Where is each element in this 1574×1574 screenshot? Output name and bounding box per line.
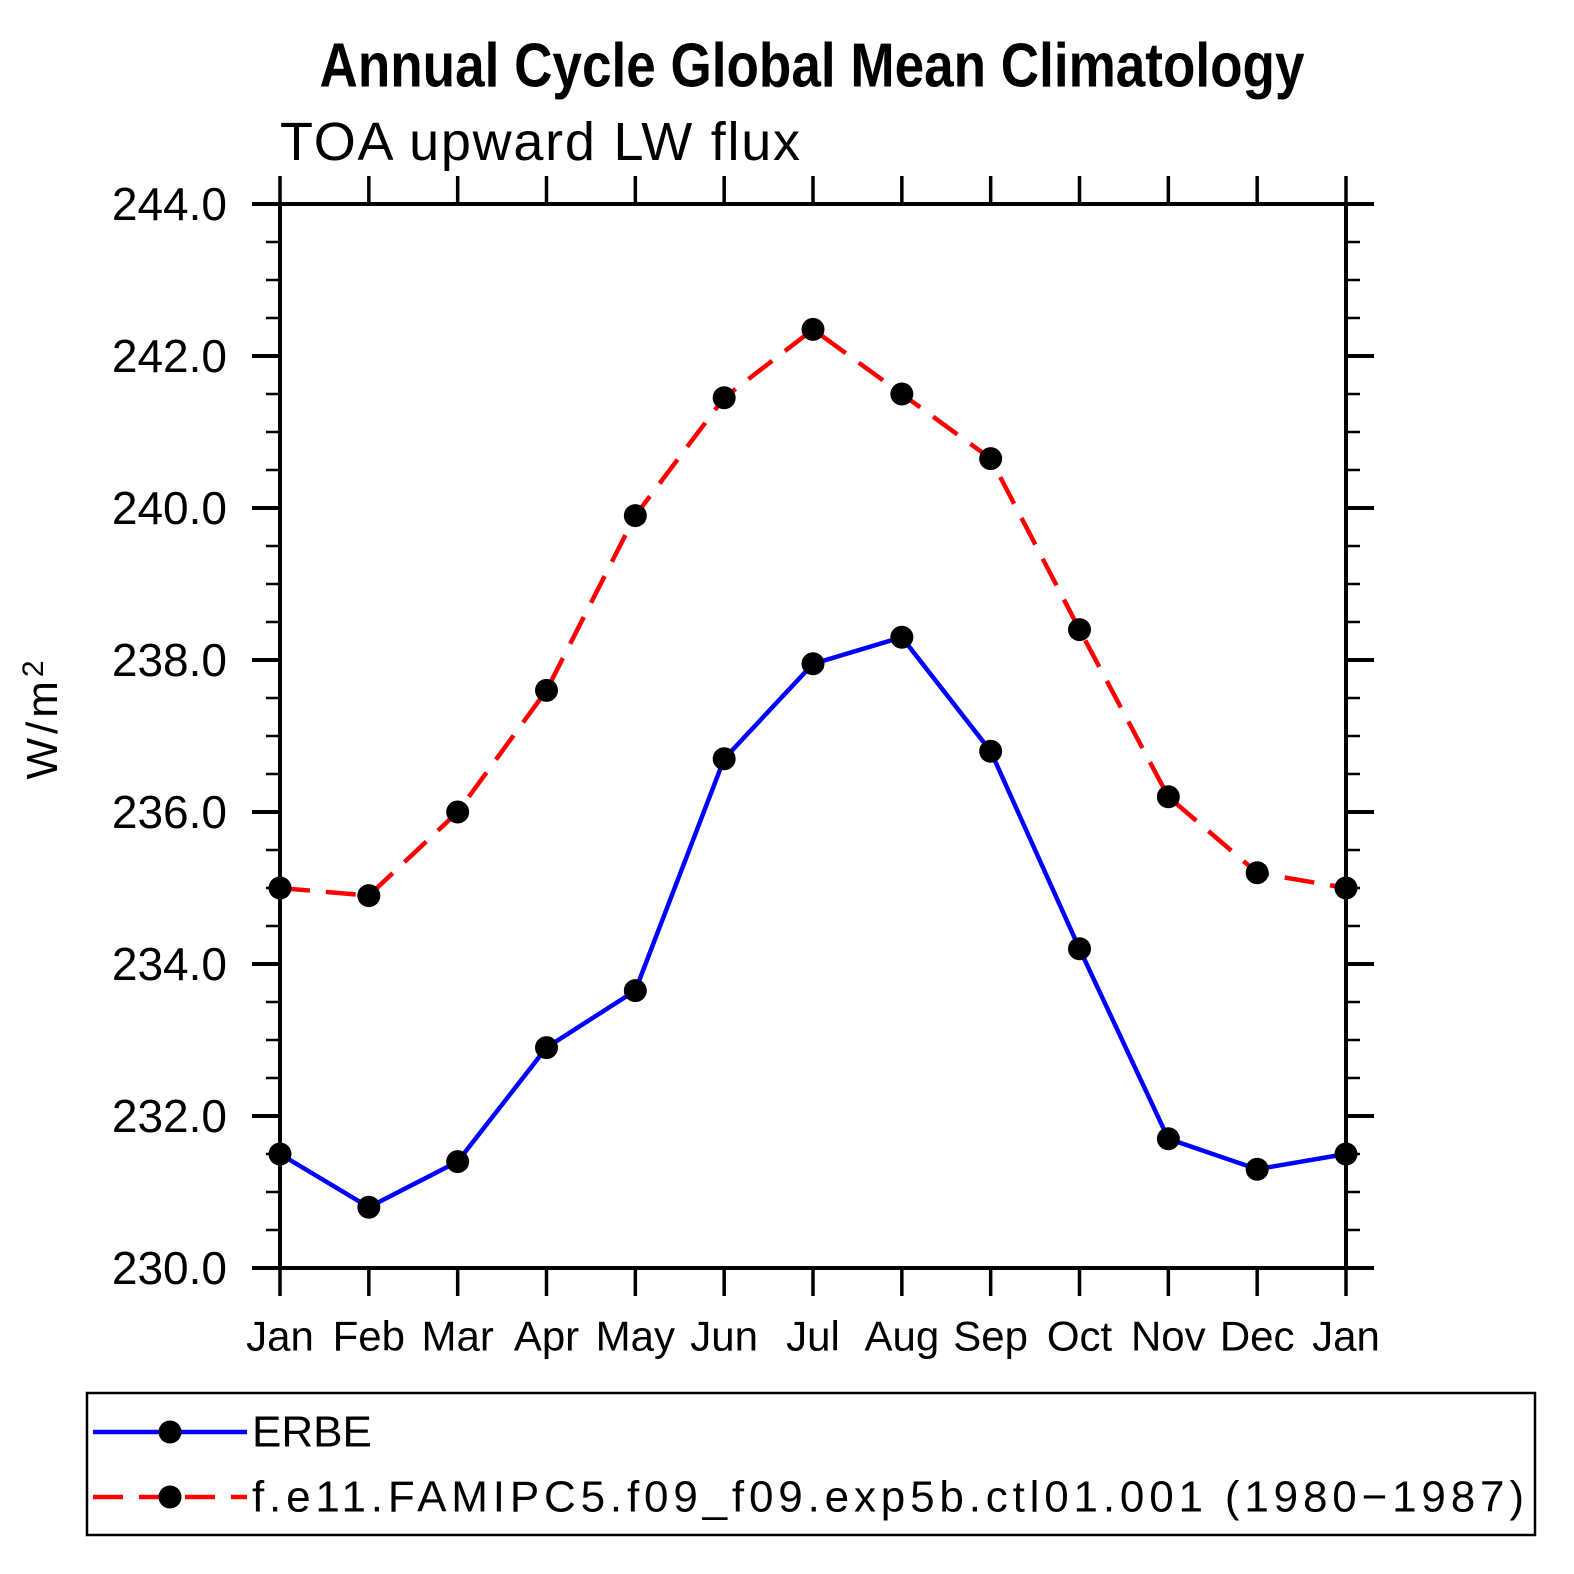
x-tick-label: Mar <box>421 1313 493 1360</box>
data-point <box>1245 861 1269 885</box>
legend-label: f.e11.FAMIPC5.f09_f09.exp5b.ctl01.001 (1… <box>252 1473 1524 1522</box>
x-tick-label: Jul <box>786 1313 840 1360</box>
y-axis-label: W/m2 <box>17 656 67 779</box>
data-point <box>623 979 647 1003</box>
data-point <box>712 747 736 771</box>
y-tick-label: 238.0 <box>112 634 227 686</box>
data-point <box>1156 785 1180 809</box>
data-point <box>1068 937 1091 961</box>
data-point <box>890 625 914 649</box>
legend-label: ERBE <box>252 1408 372 1457</box>
data-point <box>535 678 558 702</box>
x-tick-label: Nov <box>1131 1313 1206 1360</box>
data-point <box>446 1150 470 1174</box>
data-point <box>712 386 736 410</box>
legend-entry: f.e11.FAMIPC5.f09_f09.exp5b.ctl01.001 (1… <box>93 1473 1524 1522</box>
data-point <box>535 1036 558 1060</box>
data-point <box>1068 618 1091 642</box>
series-line-model <box>279 326 1347 898</box>
x-tick-label: Oct <box>1047 1313 1113 1360</box>
y-tick-label: 232.0 <box>112 1090 227 1142</box>
data-point <box>890 382 914 406</box>
data-point <box>357 884 381 908</box>
legend-entry: ERBE <box>93 1408 372 1457</box>
y-tick-label: 230.0 <box>112 1242 227 1294</box>
x-tick-label: Jan <box>1312 1313 1380 1360</box>
x-tick-label: Aug <box>864 1313 939 1360</box>
data-point <box>1334 1142 1358 1166</box>
x-tick-label: Jan <box>246 1313 314 1360</box>
x-tick-labels: Jan Feb Mar Apr May Jun Jul Aug Sep Oct Nov Dec Jan <box>246 1313 1380 1360</box>
y-tick-label: 240.0 <box>112 482 227 534</box>
plot-box <box>278 202 1348 1270</box>
y-tick-label: 244.0 <box>112 178 227 230</box>
data-point <box>1245 1157 1269 1181</box>
legend-marker <box>158 1485 182 1509</box>
x-tick-label: Apr <box>514 1313 579 1360</box>
data-point <box>801 317 825 341</box>
chart-subtitle: TOA upward LW flux <box>280 112 800 172</box>
data-point <box>1334 876 1358 900</box>
x-tick-label: Sep <box>953 1313 1028 1360</box>
chart-title: Annual Cycle Global Mean Climatology <box>320 32 1305 101</box>
legend-marker <box>158 1420 182 1444</box>
data-point <box>357 1195 381 1219</box>
x-tick-label: Dec <box>1220 1313 1295 1360</box>
data-series <box>268 317 1358 1219</box>
data-point <box>801 652 825 676</box>
plot-axes <box>252 176 1374 1296</box>
legend-box <box>85 1391 1537 1537</box>
data-point <box>979 447 1003 471</box>
series-line-obs <box>278 634 1347 1210</box>
y-tick-label: 242.0 <box>112 330 227 382</box>
x-tick-label: Jun <box>690 1313 758 1360</box>
y-tick-label: 234.0 <box>112 938 227 990</box>
data-point <box>268 1142 292 1166</box>
x-tick-label: Feb <box>333 1313 405 1360</box>
legend: ERBE f.e11.FAMIPC5.f09_f09.exp5b.ctl01.0… <box>85 1391 1537 1537</box>
data-point <box>446 800 470 824</box>
y-tick-label: 236.0 <box>112 786 227 838</box>
data-point <box>268 876 292 900</box>
data-point <box>979 739 1003 763</box>
data-point <box>1156 1127 1180 1151</box>
x-tick-label: May <box>596 1313 675 1360</box>
y-tick-labels: 244.0 242.0 240.0 238.0 236.0 234.0 232.0 230.0 <box>112 178 227 1294</box>
data-point <box>623 504 647 528</box>
